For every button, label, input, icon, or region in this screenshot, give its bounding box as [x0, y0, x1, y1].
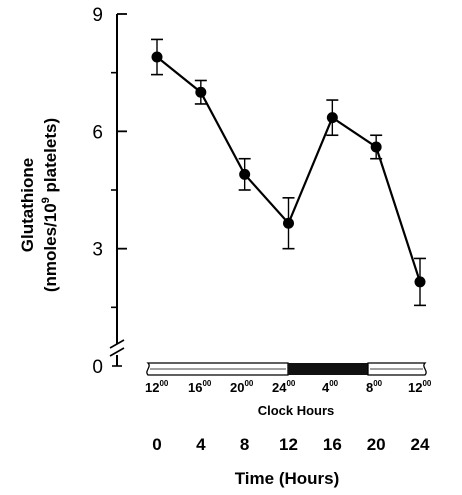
y-axis-title: Glutathione — [18, 158, 37, 252]
x-tick-labels: 0 4 8 12 16 20 24 — [152, 435, 430, 454]
x-axis-title: Time (Hours) — [235, 469, 340, 488]
y-tick-label: 9 — [92, 5, 103, 26]
y-axis-units-main: (nmoles/10 — [41, 203, 60, 292]
x-tick-label: 20 — [367, 435, 386, 454]
x-tick-label: 16 — [323, 435, 342, 454]
clock-hour-labels: 1200 1600 2000 2400 400 800 1200 — [145, 379, 432, 395]
y-tick-label: 0 — [92, 357, 103, 378]
y-axis-title-group: Glutathione — [18, 158, 37, 252]
x-tick-label: 24 — [411, 435, 430, 454]
clock-hour-label: 1200 — [145, 379, 169, 395]
y-axis-units: (nmoles/109 platelets) — [40, 118, 60, 292]
data-point — [239, 168, 251, 180]
light-dark-band — [146, 362, 427, 376]
clock-hour-label: 2400 — [272, 379, 296, 395]
clock-hour-label: 1200 — [408, 379, 432, 395]
data-point — [326, 112, 338, 124]
x-tick-label: 12 — [279, 435, 298, 454]
y-tick-label: 3 — [92, 240, 103, 261]
y-tick-label: 6 — [92, 122, 103, 143]
band-dark — [288, 363, 368, 375]
y-axis-units-group: (nmoles/109 platelets) — [40, 118, 60, 292]
clock-hour-label: 2000 — [230, 379, 254, 395]
y-ticks: 0 3 6 9 — [92, 5, 127, 378]
axis-break-mark — [109, 339, 125, 357]
data-point — [195, 86, 207, 98]
data-point — [151, 51, 163, 63]
x-tick-label: 0 — [152, 435, 161, 454]
clock-hours-title: Clock Hours — [258, 403, 335, 418]
data-point — [283, 217, 294, 229]
x-tick-label: 4 — [196, 435, 206, 454]
y-axis-units-exponent: 9 — [40, 197, 52, 203]
data-point — [414, 276, 426, 288]
y-axis-units-tail: platelets) — [41, 118, 60, 197]
data-series — [151, 38, 426, 307]
x-tick-label: 8 — [240, 435, 249, 454]
clock-hour-label: 800 — [366, 379, 383, 395]
clock-hour-label: 400 — [322, 379, 339, 395]
data-point — [370, 141, 382, 153]
clock-hour-label: 1600 — [188, 379, 212, 395]
